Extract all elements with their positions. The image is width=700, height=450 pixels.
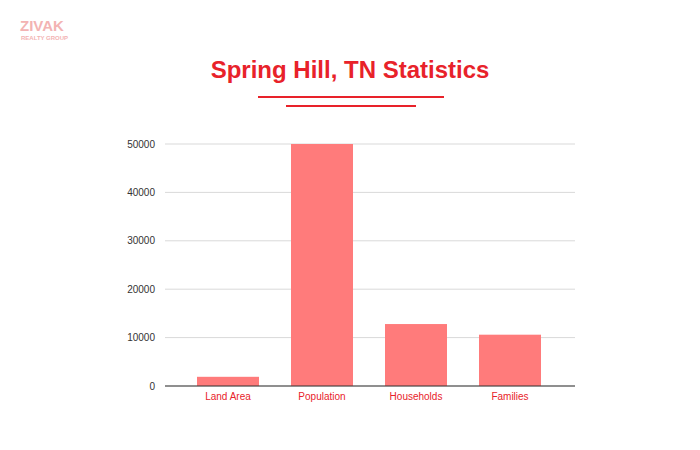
grid-line [165,289,575,290]
x-axis-line [165,386,575,387]
bar [385,324,447,386]
y-tick-label: 40000 [127,187,155,198]
chart-container: ZIVAKREALTY GROUP Spring Hill, TN Statist… [0,0,700,450]
chart-title: Spring Hill, TN Statistics [211,56,490,83]
grid-line [165,386,575,387]
y-tick-label: 0 [149,381,155,392]
bar [479,335,541,386]
background [0,0,700,450]
y-tick-label: 10000 [127,332,155,343]
logo-text: ZIVAK [20,17,64,34]
y-tick-label: 20000 [127,284,155,295]
x-tick-label: Land Area [205,391,251,402]
grid-line [165,192,575,193]
x-tick-label: Households [390,391,443,402]
x-tick-label: Population [298,391,345,402]
grid-line [165,240,575,241]
bars [197,144,541,386]
x-tick-label: Families [491,391,528,402]
logo-text: REALTY GROUP [21,35,68,41]
y-axis: 0 10000 20000 30000 40000 50000 [127,139,575,392]
bar [291,144,353,386]
title-underline [258,96,444,98]
y-tick-label: 30000 [127,235,155,246]
chart-svg: ZIVAKREALTY GROUP Spring Hill, TN Statist… [0,0,700,450]
bar [197,377,259,386]
title-underline [286,105,416,107]
grid-line [165,144,575,145]
y-tick-label: 50000 [127,139,155,150]
